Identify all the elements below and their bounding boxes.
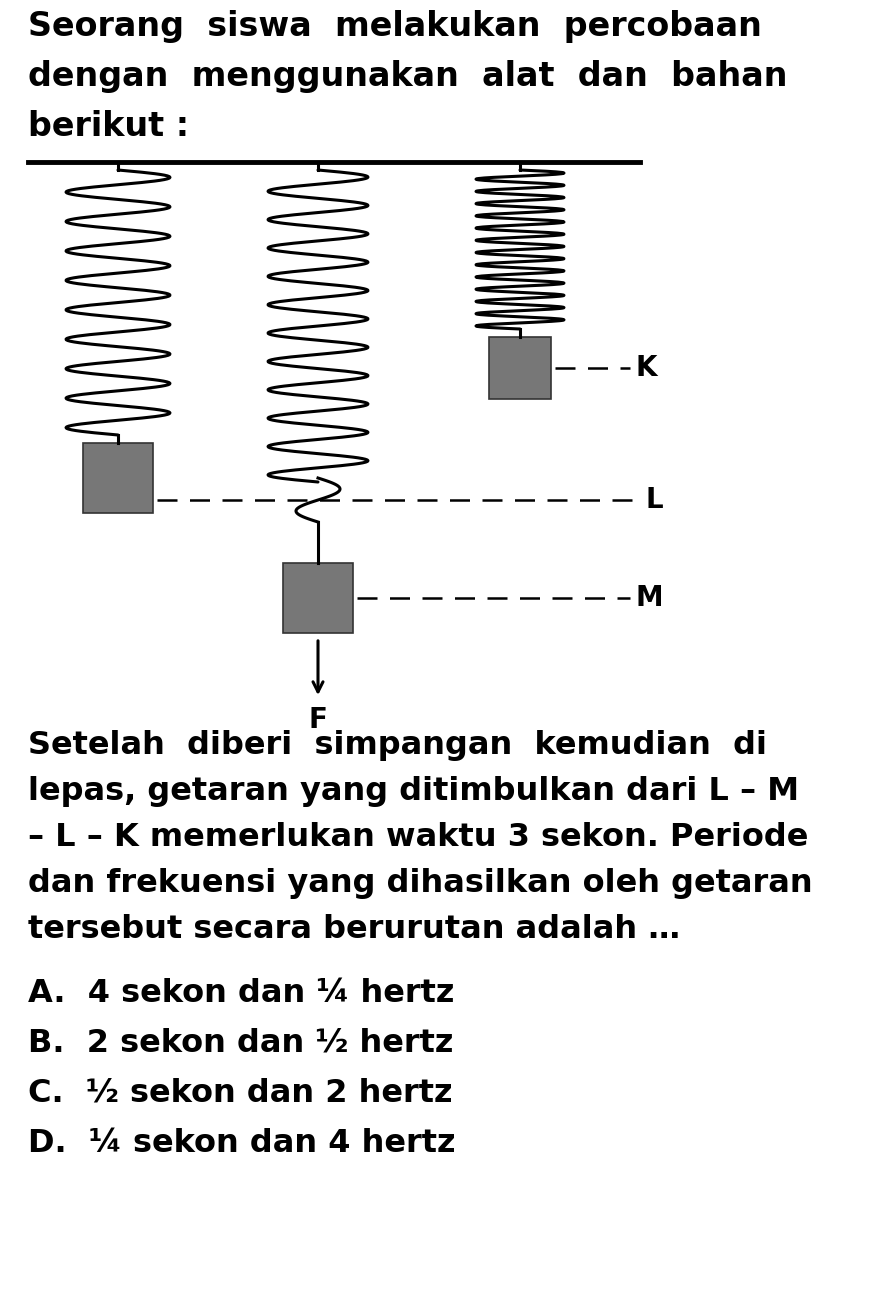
Text: M: M <box>635 584 663 613</box>
Text: B.  2 sekon dan ½ hertz: B. 2 sekon dan ½ hertz <box>28 1028 453 1059</box>
Text: K: K <box>635 354 656 381</box>
Text: D.  ¼ sekon dan 4 hertz: D. ¼ sekon dan 4 hertz <box>28 1128 456 1158</box>
Text: F: F <box>308 707 327 734</box>
Text: Seorang  siswa  melakukan  percobaan: Seorang siswa melakukan percobaan <box>28 10 762 43</box>
Text: tersebut secara berurutan adalah …: tersebut secara berurutan adalah … <box>28 914 680 946</box>
FancyBboxPatch shape <box>283 563 353 633</box>
FancyBboxPatch shape <box>83 443 153 513</box>
Text: C.  ½ sekon dan 2 hertz: C. ½ sekon dan 2 hertz <box>28 1077 452 1109</box>
Text: lepas, getaran yang ditimbulkan dari L – M: lepas, getaran yang ditimbulkan dari L –… <box>28 776 799 807</box>
Text: Setelah  diberi  simpangan  kemudian  di: Setelah diberi simpangan kemudian di <box>28 730 767 761</box>
Text: A.  4 sekon dan ¼ hertz: A. 4 sekon dan ¼ hertz <box>28 978 454 1010</box>
Text: L: L <box>645 486 663 515</box>
Text: dan frekuensi yang dihasilkan oleh getaran: dan frekuensi yang dihasilkan oleh getar… <box>28 868 813 899</box>
Text: dengan  menggunakan  alat  dan  bahan: dengan menggunakan alat dan bahan <box>28 60 787 93</box>
Text: berikut :: berikut : <box>28 110 189 142</box>
Text: – L – K memerlukan waktu 3 sekon. Periode: – L – K memerlukan waktu 3 sekon. Period… <box>28 821 808 853</box>
FancyBboxPatch shape <box>489 337 551 400</box>
